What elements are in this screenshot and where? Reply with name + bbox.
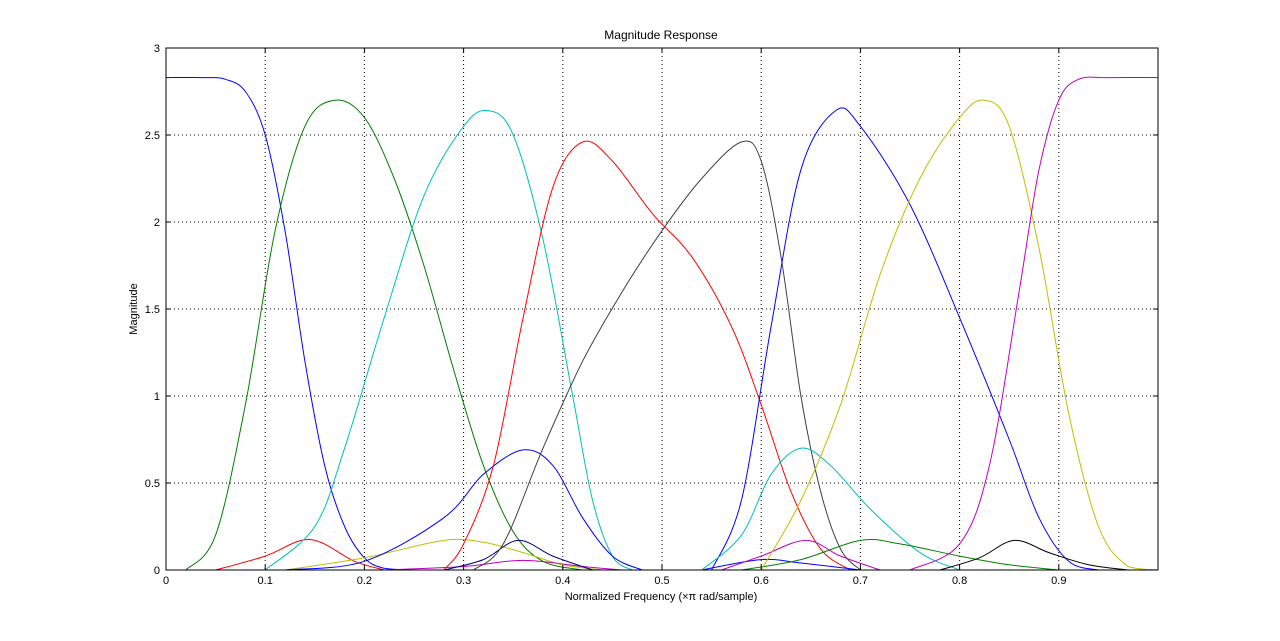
y-tick-label: 2.5 [145,130,160,142]
series-line-17 [939,539,1129,571]
series-line-13 [701,447,960,571]
x-tick-label: 0.5 [654,575,669,587]
y-tick-label: 0.5 [145,478,160,490]
y-tick-label: 3 [154,43,160,55]
y-axis-ticks: 0 0.5 1 1.5 2 2.5 3 [145,43,1158,577]
series-line-14 [721,539,881,571]
plot-lines [165,76,1159,571]
x-axis-label: Normalized Frequency (×π rad/sample) [565,591,758,603]
x-tick-label: 0.8 [952,575,967,587]
x-tick-label: 0.2 [357,575,372,587]
chart-title: Magnitude Response [604,28,718,42]
x-tick-label: 0 [163,575,169,587]
series-line-3 [215,538,385,571]
x-tick-label: 0.6 [754,575,769,587]
series-line-10 [473,140,861,571]
grid-lines [166,48,1158,570]
series-line-2 [185,99,583,571]
series-line-6 [384,559,623,571]
series-line-9 [443,140,851,571]
series-line-18 [909,76,1159,571]
y-tick-label: 1.5 [145,304,160,316]
x-tick-label: 0.1 [258,575,273,587]
series-line-11 [701,558,861,571]
x-tick-label: 0.7 [853,575,868,587]
x-tick-label: 0.9 [1051,575,1066,587]
series-line-4 [264,109,633,571]
y-axis-label: Magnitude [128,283,140,334]
y-tick-label: 1 [154,391,160,403]
series-line-5 [284,538,603,571]
y-tick-label: 2 [154,217,160,229]
series-line-15 [741,538,1059,571]
x-tick-label: 0.3 [456,575,471,587]
series-line-8 [443,539,593,571]
series-line-12 [711,107,1099,571]
y-tick-label: 0 [154,565,160,577]
x-axis-ticks: 0 0.1 0.2 0.3 0.4 0.5 0.6 0.7 0.8 0.9 [163,48,1066,587]
series-line-16 [760,99,1159,571]
x-tick-label: 0.4 [555,575,570,587]
series-line-7 [284,449,643,571]
